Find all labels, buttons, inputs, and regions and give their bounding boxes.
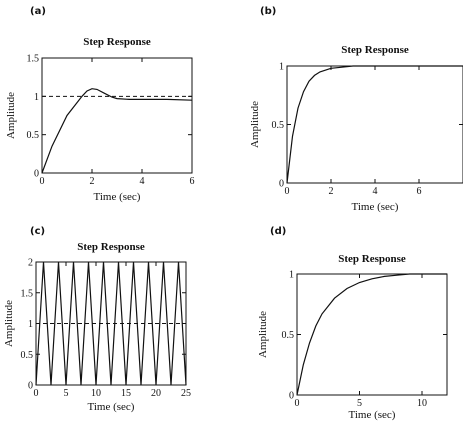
chart-panel-d: (d) Step Response 0 5 10 0 0.5 1 Time (sec) Ampli…	[257, 226, 448, 421]
plot-frame	[286, 65, 463, 184]
y-tick-label: 1	[28, 319, 33, 330]
x-tick-label: 20	[151, 388, 161, 399]
x-tick-label: 0	[295, 398, 300, 409]
series-line	[41, 88, 193, 174]
y-tick-label: 1	[34, 92, 39, 103]
x-tick-label: 4	[373, 186, 378, 197]
y-axis-label: Amplitude	[249, 101, 261, 148]
x-axis-label: Time (sec)	[88, 401, 135, 413]
x-tick-label: 2	[329, 186, 334, 197]
y-axis-label: Amplitude	[257, 311, 269, 358]
y-tick-label: 1.5	[21, 288, 34, 299]
x-tick-label: 5	[64, 388, 69, 399]
x-tick-label: 0	[34, 388, 39, 399]
y-tick-label: 1	[289, 270, 294, 281]
x-tick-label: 25	[181, 388, 191, 399]
y-tick-label: 0.5	[272, 120, 285, 131]
x-tick-label: 6	[417, 186, 422, 197]
chart-title: Step Response	[341, 44, 409, 56]
x-tick-label: 10	[417, 398, 427, 409]
x-tick-label: 4	[140, 176, 145, 187]
y-tick-label: 0	[289, 391, 294, 402]
y-tick-label: 2	[28, 258, 33, 269]
panel-label: (d)	[270, 226, 286, 237]
series-line	[286, 65, 463, 184]
y-tick-label: 0.5	[27, 130, 40, 141]
plot-frame	[296, 273, 448, 396]
plot-frame	[41, 57, 193, 174]
x-axis-label: Time (sec)	[94, 191, 141, 203]
y-tick-label: 0.5	[282, 330, 295, 341]
chart-title: Step Response	[83, 36, 151, 48]
x-tick-label: 0	[40, 176, 45, 187]
series-line	[35, 261, 187, 386]
y-tick-label: 0.5	[21, 350, 34, 361]
x-tick-label: 5	[357, 398, 362, 409]
panel-label: (c)	[30, 226, 45, 237]
x-axis-label: Time (sec)	[352, 201, 399, 213]
x-axis-label: Time (sec)	[349, 409, 396, 421]
panel-label: (a)	[30, 6, 46, 17]
y-tick-label: 1.5	[27, 54, 40, 65]
panel-label: (b)	[260, 6, 276, 17]
chart-panel-a: (a) Step Response 0 2 4 6 0 0.5 1 1.5 Time (sec) Am…	[5, 6, 195, 203]
x-tick-label: 15	[121, 388, 131, 399]
y-axis-label: Amplitude	[5, 92, 17, 139]
chart-title: Step Response	[338, 253, 406, 265]
x-tick-label: 6	[190, 176, 195, 187]
x-tick-label: 2	[90, 176, 95, 187]
y-tick-label: 1	[279, 62, 284, 73]
y-tick-label: 0	[28, 381, 33, 392]
y-axis-label: Amplitude	[3, 300, 15, 347]
x-tick-label: 10	[91, 388, 101, 399]
x-tick-label: 0	[285, 186, 290, 197]
series-line	[296, 273, 447, 396]
y-tick-label: 0	[34, 169, 39, 180]
chart-panel-b: (b) Step Response 0 2 4 6 0 0.5 1 Time (sec) Ampli…	[249, 6, 463, 213]
y-tick-label: 0	[279, 179, 284, 190]
chart-panel-c: (c) Step Response 0 5 10 15 20 25 0 0.5 1 1.5 2 Time …	[3, 226, 191, 413]
chart-title: Step Response	[77, 241, 145, 253]
